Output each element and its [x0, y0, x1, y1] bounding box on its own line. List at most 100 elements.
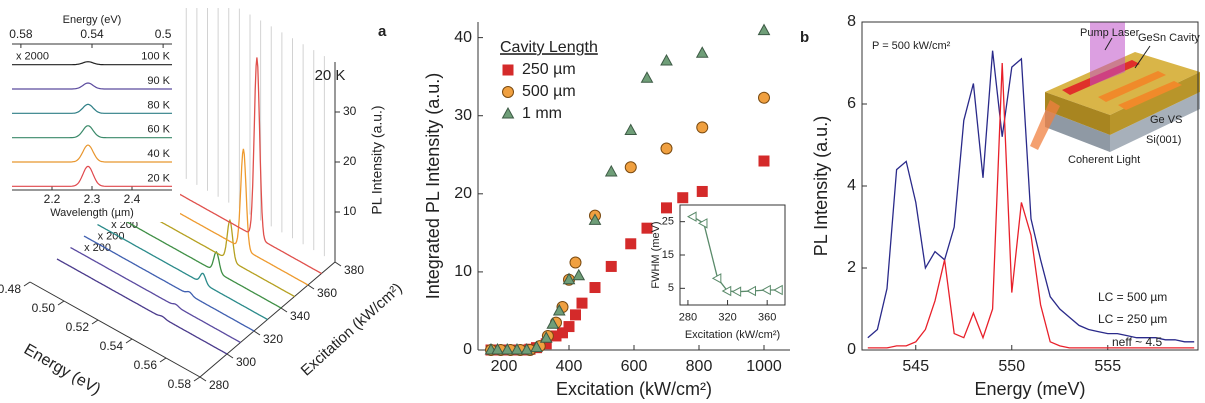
x-tick-label: 400 — [556, 358, 583, 375]
x-axis-label: Energy (meV) — [974, 379, 1085, 399]
data-point — [588, 213, 602, 225]
x-tick-label: 600 — [621, 358, 648, 375]
inset-trace — [12, 144, 172, 163]
data-point — [500, 342, 514, 355]
data-point — [660, 142, 673, 155]
x-tick — [159, 357, 167, 363]
annotation: x 2000 — [16, 51, 49, 63]
legend-label: LC = 250 µm — [1098, 312, 1167, 326]
data-point — [677, 192, 689, 204]
y-axis-label: PL Intensity (a.u.) — [811, 116, 831, 256]
x-tick — [23, 281, 31, 287]
panel-label: a — [378, 23, 387, 40]
y-tick-label: 30 — [343, 104, 357, 118]
x-tick-label: 2.3 — [84, 192, 101, 206]
data-point — [641, 222, 653, 234]
x-axis-label: Wavelength (µm) — [50, 207, 134, 219]
y-tick-label: 15 — [662, 249, 674, 261]
x-tick-label: 545 — [902, 358, 929, 375]
data-point — [731, 286, 742, 297]
x-tick — [91, 319, 99, 325]
y-tick-label: 25 — [662, 216, 674, 228]
data-point — [711, 273, 722, 284]
legend-marker — [501, 106, 515, 119]
data-line — [867, 62, 1195, 349]
y-axis-label: FWHM (meV) — [650, 221, 662, 288]
y-tick-label: 5 — [668, 282, 674, 294]
x-tick-label: 1000 — [746, 358, 782, 375]
slab-left — [1045, 92, 1110, 135]
x-tick-label: 280 — [679, 312, 697, 324]
data-point — [539, 331, 553, 343]
x-tick-label: 0.56 — [134, 358, 158, 372]
legend-label: 1 mm — [522, 105, 562, 122]
data-point — [746, 285, 757, 297]
legend-label: LC = 500 µm — [1098, 290, 1167, 304]
y-tick-label: 10 — [454, 263, 472, 280]
z-tick — [199, 376, 207, 382]
data-point — [589, 282, 601, 294]
x-tick-label: 2.4 — [124, 192, 141, 206]
legend-title: Cavity Length — [500, 39, 598, 56]
trace-label: 100 K — [141, 51, 170, 63]
spectrum-trace — [110, 212, 282, 309]
y-tick-label: 30 — [454, 107, 472, 124]
x-tick-label: 555 — [1094, 358, 1121, 375]
x-tick-label: 200 — [491, 358, 518, 375]
z-tick-label: 280 — [209, 378, 229, 392]
device-schematic — [1030, 22, 1200, 152]
gain-label: x 200 — [111, 219, 138, 231]
spectrum-trace — [56, 258, 228, 355]
legend-label: 250 µm — [522, 61, 576, 78]
z-tick-label: 380 — [344, 263, 364, 277]
y-tick-label: 0 — [463, 341, 472, 358]
spectrum-trace — [70, 246, 241, 344]
data-point — [661, 202, 672, 214]
trace-label: 40 K — [147, 148, 170, 160]
data-point — [758, 155, 770, 167]
y-tick-label: 0 — [847, 341, 856, 358]
gain-label: x 200 — [84, 242, 111, 254]
data-point — [604, 164, 618, 177]
z-tick-label: 320 — [263, 332, 283, 346]
spectrum-trace — [83, 235, 255, 332]
data-point — [572, 268, 586, 281]
emitted-beam — [1030, 100, 1060, 150]
data-point — [697, 218, 708, 229]
data-point — [563, 321, 575, 333]
cavity — [1118, 81, 1182, 110]
data-point — [624, 123, 638, 136]
gain-label: x 200 — [98, 231, 125, 243]
x-tick-label: 2.2 — [44, 192, 61, 206]
z-axis-label: Excitation (kW/cm²) — [298, 280, 406, 380]
chart-title: 20 K — [315, 67, 346, 84]
inset-trace — [12, 125, 172, 139]
slab-right — [1110, 72, 1200, 135]
trace-label: 60 K — [147, 124, 170, 136]
substrate-right — [1110, 92, 1200, 152]
y-tick-label: 4 — [847, 177, 856, 194]
z-tick — [334, 261, 342, 267]
legend-label: 500 µm — [522, 83, 576, 100]
annotation: Si(001) — [1146, 134, 1181, 146]
data-point — [491, 342, 504, 355]
x-tick-label: 550 — [998, 358, 1025, 375]
x2-tick-label: 0.54 — [80, 27, 104, 41]
annotation: GeSn Cavity — [1138, 32, 1200, 44]
data-point — [520, 342, 534, 355]
x-tick-label: 0.52 — [66, 320, 90, 334]
z-tick-label: 360 — [317, 286, 337, 300]
data-point — [562, 272, 576, 285]
data-point — [773, 284, 783, 296]
data-point — [624, 161, 637, 174]
x-tick — [57, 300, 65, 306]
x-tick-label: 320 — [718, 312, 736, 324]
y-tick-label: 6 — [847, 95, 856, 112]
pump-beam — [1090, 22, 1125, 86]
inset-trace — [12, 82, 172, 90]
legend-marker — [502, 86, 514, 98]
z-tick-label: 300 — [236, 355, 256, 369]
pointer — [1104, 37, 1113, 51]
z-tick — [307, 284, 315, 290]
data-point — [721, 285, 732, 297]
